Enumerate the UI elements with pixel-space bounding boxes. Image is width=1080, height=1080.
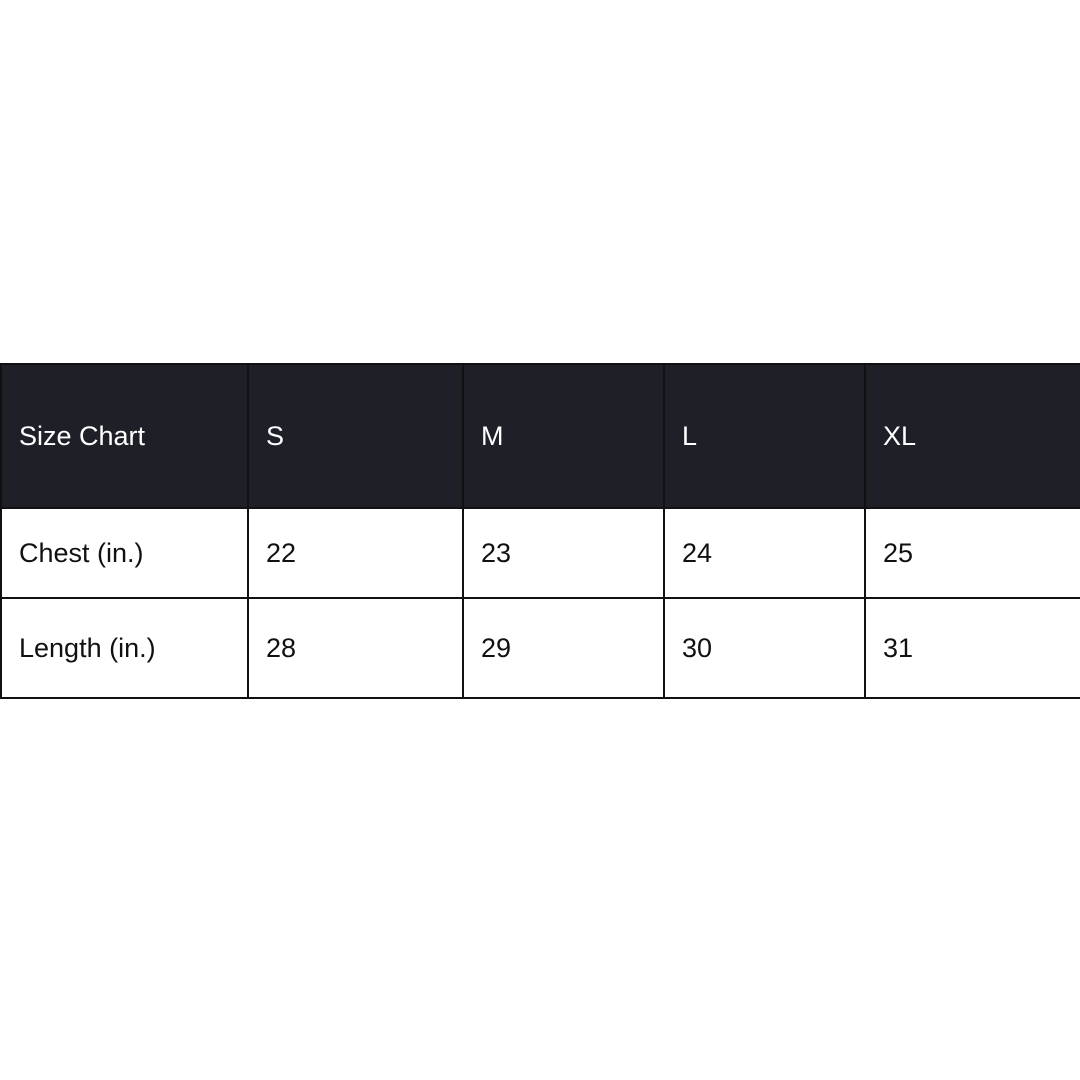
header-size-s: S: [247, 363, 464, 509]
table-row-length: Length (in.) 28 29 30 31: [0, 597, 1080, 699]
row-label: Length (in.): [0, 597, 249, 699]
cell-value: 22: [247, 507, 464, 599]
cell-value: 24: [663, 507, 866, 599]
cell-value: 28: [247, 597, 464, 699]
size-chart-table: Size Chart S M L XL Chest (in.) 22 23 24…: [0, 363, 1080, 699]
header-size-xl: XL: [864, 363, 1080, 509]
table-row-chest: Chest (in.) 22 23 24 25: [0, 507, 1080, 599]
cell-value: 29: [462, 597, 665, 699]
cell-value: 31: [864, 597, 1080, 699]
cell-value: 25: [864, 507, 1080, 599]
row-label: Chest (in.): [0, 507, 249, 599]
header-size-l: L: [663, 363, 866, 509]
header-title: Size Chart: [0, 363, 249, 509]
header-row: Size Chart S M L XL: [0, 363, 1080, 509]
header-size-m: M: [462, 363, 665, 509]
cell-value: 23: [462, 507, 665, 599]
cell-value: 30: [663, 597, 866, 699]
